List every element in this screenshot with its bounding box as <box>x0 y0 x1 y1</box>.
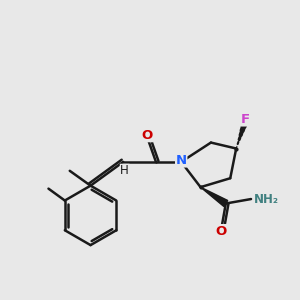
Text: NH₂: NH₂ <box>254 193 278 206</box>
Text: H: H <box>120 164 129 177</box>
Text: O: O <box>216 225 227 238</box>
Text: N: N <box>176 154 187 167</box>
Text: O: O <box>141 129 153 142</box>
Polygon shape <box>200 187 228 206</box>
Text: F: F <box>241 113 250 126</box>
